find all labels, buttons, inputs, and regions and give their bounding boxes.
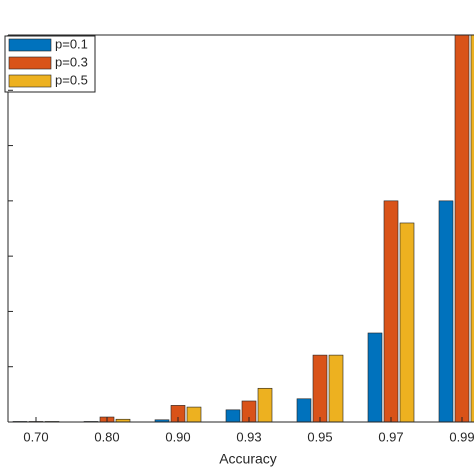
legend-swatch	[8, 38, 52, 52]
x-tick-label: 0.70	[23, 429, 48, 444]
x-tick-label: 0.90	[165, 429, 190, 444]
bar	[383, 200, 399, 422]
bar	[154, 419, 170, 422]
bar	[454, 35, 470, 422]
bar	[296, 398, 312, 422]
legend-swatch	[8, 74, 52, 88]
bar	[186, 406, 202, 422]
bar	[328, 354, 344, 422]
bar	[257, 387, 273, 422]
x-tick-label: 0.93	[236, 429, 261, 444]
x-tick-label: 0.80	[94, 429, 119, 444]
legend-swatch	[8, 56, 52, 70]
legend-label: p=0.3	[55, 54, 88, 69]
x-axis-label: Accuracy	[219, 451, 277, 467]
bar	[312, 354, 328, 422]
bar	[399, 222, 415, 422]
bar	[470, 35, 474, 422]
x-tick-label: 0.99	[449, 429, 474, 444]
legend: p=0.1 p=0.3 p=0.5	[4, 35, 96, 93]
x-tick-label: 0.97	[378, 429, 403, 444]
bar	[367, 332, 383, 422]
bar	[115, 418, 131, 422]
x-tick-label: 0.95	[307, 429, 332, 444]
bar	[225, 409, 241, 422]
legend-label: p=0.1	[55, 36, 88, 51]
bar	[438, 200, 454, 422]
plot-area	[12, 35, 474, 422]
legend-label: p=0.5	[55, 72, 88, 87]
